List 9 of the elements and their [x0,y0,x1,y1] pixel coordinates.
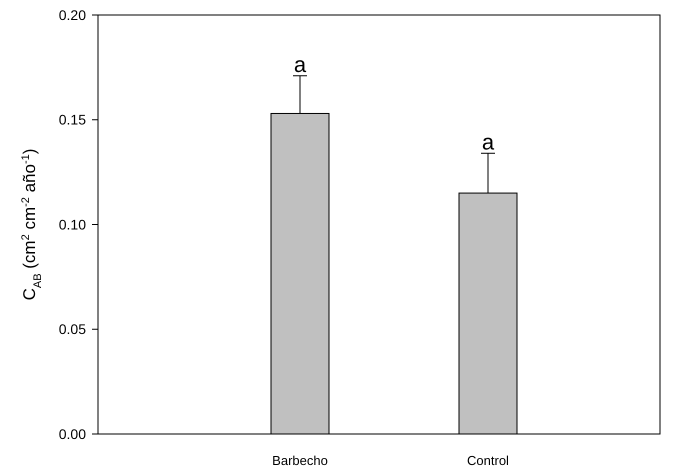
annotation: a [294,52,307,77]
y-tick-label: 0.20 [58,6,86,23]
y-tick-label: 0.15 [58,112,86,128]
y-tick-label: 0.10 [58,216,86,232]
x-tick-label: Control [467,453,510,467]
y-tick-label: 0.05 [58,321,86,338]
y-tick-label: 0.00 [58,426,86,442]
x-tick-label: Barbecho [272,453,328,467]
annotation: a [482,129,495,154]
